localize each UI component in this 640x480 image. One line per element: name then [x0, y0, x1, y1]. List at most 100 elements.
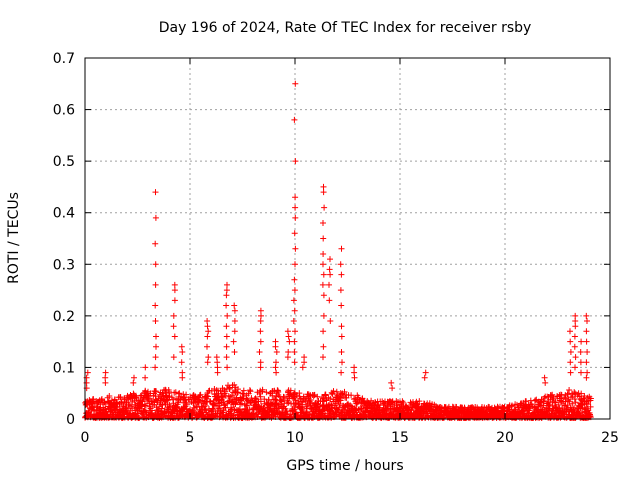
data-point	[152, 354, 159, 361]
data-point	[330, 388, 337, 395]
data-point	[257, 338, 264, 345]
data-point	[416, 398, 423, 405]
data-point	[256, 349, 263, 355]
data-point	[587, 412, 594, 419]
data-point	[291, 349, 298, 355]
data-point	[292, 80, 299, 87]
data-point	[257, 359, 264, 366]
y-axis-label: ROTI / TECUs	[6, 192, 22, 284]
data-point	[223, 292, 230, 299]
data-point	[578, 390, 585, 397]
data-point	[320, 251, 327, 257]
data-point	[572, 399, 579, 406]
data-point	[566, 387, 573, 393]
data-point	[584, 349, 591, 355]
data-point	[292, 194, 299, 201]
data-point	[583, 338, 590, 345]
data-point	[285, 349, 292, 355]
data-point	[141, 402, 148, 409]
data-point	[319, 281, 326, 288]
y-tick-label: 0.4	[53, 206, 75, 222]
x-tick-label: 5	[186, 430, 195, 446]
data-point	[291, 338, 298, 345]
data-point	[284, 328, 291, 335]
data-point	[292, 204, 299, 211]
data-point	[223, 343, 230, 350]
data-point	[291, 359, 298, 366]
data-point	[287, 387, 294, 394]
data-point	[320, 189, 327, 196]
data-point	[102, 369, 109, 376]
data-point	[567, 349, 574, 355]
data-point	[355, 394, 362, 401]
data-point	[337, 261, 344, 268]
data-point	[326, 281, 332, 288]
data-point	[197, 391, 204, 398]
data-point	[171, 287, 178, 294]
data-point	[578, 369, 584, 376]
data-point	[320, 292, 327, 299]
data-point	[572, 323, 579, 330]
data-point	[388, 379, 395, 386]
data-point	[351, 364, 358, 371]
data-point	[348, 392, 355, 399]
data-point	[259, 386, 266, 393]
data-point	[162, 401, 169, 407]
data-point	[320, 312, 327, 319]
data-point	[171, 333, 178, 340]
data-point	[224, 364, 231, 371]
data-point	[123, 405, 130, 412]
data-point	[577, 359, 584, 366]
data-point	[567, 338, 574, 345]
data-point	[569, 400, 576, 407]
data-point	[224, 312, 231, 319]
data-point	[338, 349, 345, 355]
data-point	[204, 323, 211, 330]
data-point	[272, 343, 279, 350]
data-point	[320, 235, 327, 242]
data-point	[389, 385, 396, 392]
data-point	[523, 398, 530, 405]
data-point	[204, 318, 211, 324]
data-point	[142, 408, 149, 415]
data-point	[231, 349, 238, 355]
data-point	[284, 354, 291, 361]
data-point	[170, 312, 177, 319]
data-point	[204, 359, 211, 366]
data-point	[509, 402, 515, 409]
data-point	[549, 391, 556, 398]
data-point	[339, 359, 345, 366]
data-point	[583, 328, 590, 335]
data-point	[183, 401, 190, 408]
x-tick-label: 10	[286, 430, 304, 446]
data-point	[223, 302, 230, 309]
data-point	[231, 318, 238, 324]
data-point	[572, 354, 579, 361]
data-point	[571, 333, 578, 340]
data-point	[152, 281, 159, 288]
data-point	[291, 287, 298, 294]
y-tick-label: 0.2	[53, 309, 75, 325]
data-point	[179, 349, 186, 355]
axis-ticks	[84, 57, 611, 420]
data-point	[273, 359, 279, 366]
data-point	[583, 359, 590, 366]
data-point	[320, 183, 327, 190]
data-point	[142, 374, 149, 381]
data-point	[461, 405, 468, 412]
data-point	[338, 245, 345, 252]
data-point	[244, 402, 251, 409]
data-point	[320, 328, 327, 335]
y-tick-labels: 0 0.1 0.2 0.3 0.4 0.5 0.6 0.7	[53, 51, 75, 428]
data-point	[152, 261, 159, 268]
x-tick-label: 0	[81, 430, 90, 446]
data-point	[231, 302, 238, 309]
data-point	[258, 312, 264, 319]
data-point	[291, 276, 298, 283]
data-point	[205, 328, 212, 335]
data-point	[384, 407, 390, 414]
data-point	[333, 388, 340, 395]
data-point	[131, 374, 137, 381]
data-point	[255, 411, 262, 418]
data-point	[572, 318, 579, 324]
